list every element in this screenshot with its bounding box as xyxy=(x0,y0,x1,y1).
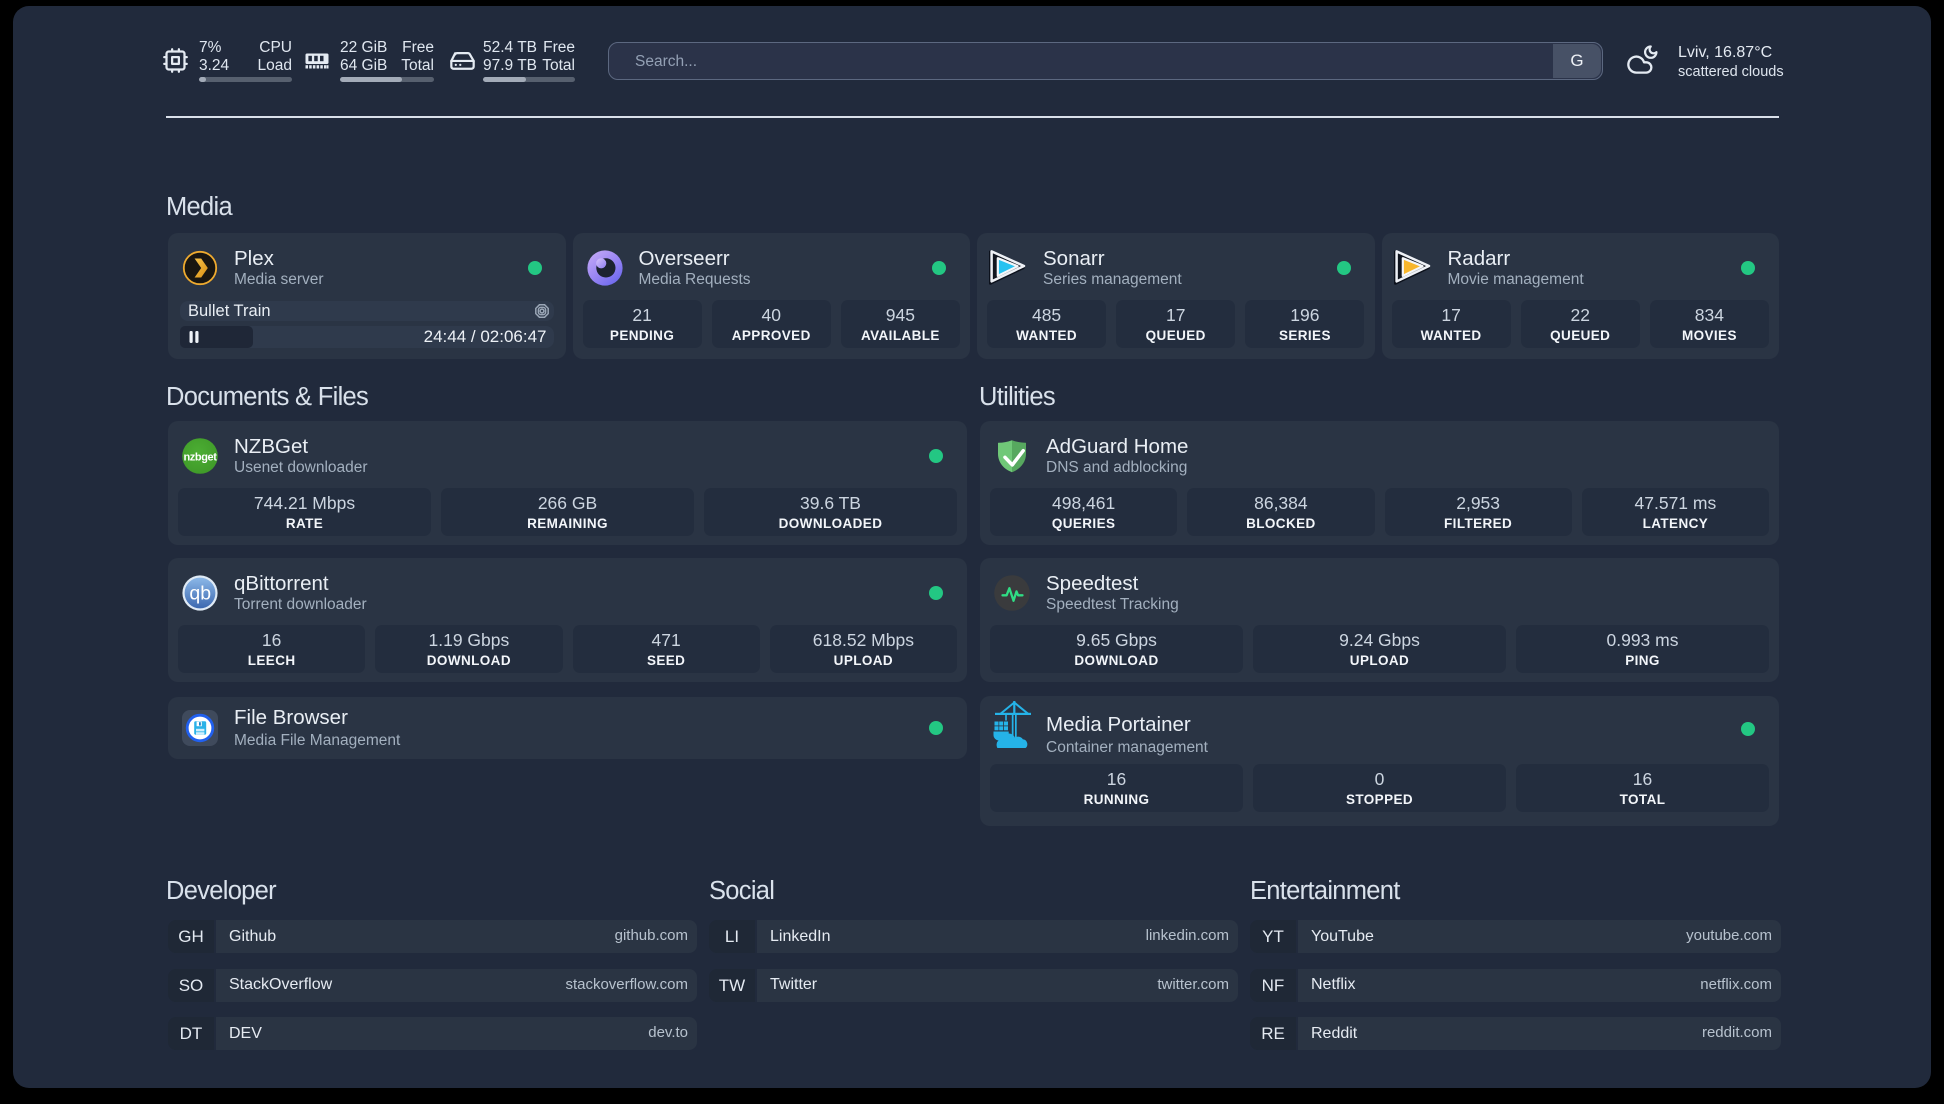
svg-text:qb: qb xyxy=(189,583,211,605)
svg-text:nzbget: nzbget xyxy=(183,451,217,463)
